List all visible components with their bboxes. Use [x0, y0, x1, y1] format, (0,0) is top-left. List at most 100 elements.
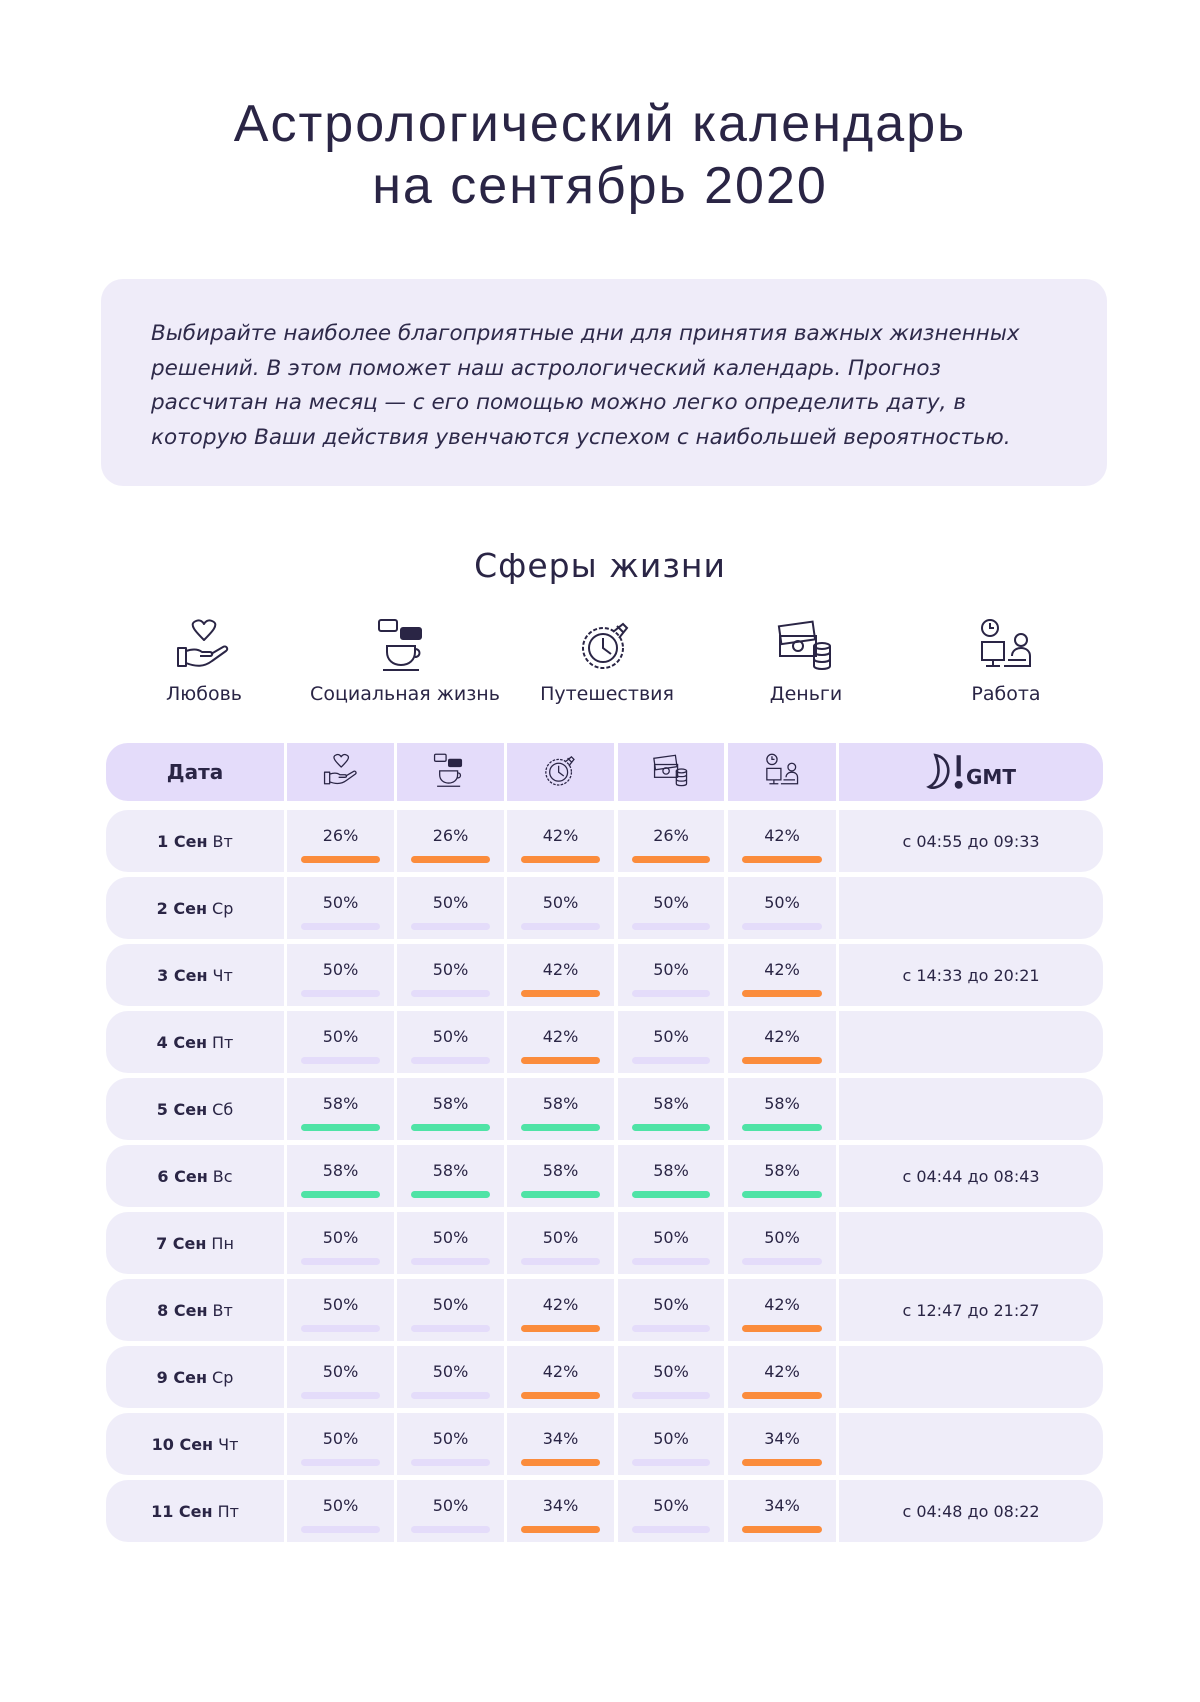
- percent: 50%: [432, 1295, 469, 1314]
- sphere-label: Социальная жизнь: [310, 683, 500, 705]
- percent: 58%: [432, 1094, 469, 1113]
- status-bar: [742, 1124, 822, 1131]
- date-cell: 2 Сен Ср: [106, 877, 284, 939]
- icon-svg: [777, 620, 831, 670]
- percent: 58%: [653, 1094, 689, 1113]
- value-cell: 34%: [728, 1480, 836, 1542]
- status-bar: [301, 1191, 380, 1198]
- value-cell: 50%: [287, 877, 394, 939]
- status-bar: [632, 856, 710, 863]
- status-bar: [301, 923, 380, 930]
- title-line: на сентябрь 2020: [372, 157, 828, 215]
- value-cell: 50%: [728, 1212, 836, 1274]
- weekday: Пт: [217, 1501, 239, 1521]
- date-cell: 11 Сен Пт: [106, 1480, 284, 1542]
- status-bar: [632, 1191, 710, 1198]
- percent: 58%: [542, 1161, 579, 1180]
- status-bar: [521, 1392, 600, 1399]
- weekday: Вс: [212, 1166, 233, 1186]
- value-cell: 50%: [618, 1480, 724, 1542]
- status-bar: [411, 1526, 490, 1533]
- icon: [375, 618, 435, 674]
- moon-icon: [926, 751, 966, 794]
- moon-time-cell: с 04:48 до 08:22: [839, 1480, 1103, 1542]
- percent: 50%: [653, 893, 689, 912]
- date-cell: 4 Сен Пт: [106, 1011, 284, 1073]
- value-cell: 26%: [397, 810, 504, 872]
- intro-text: Выбирайте наиболее благоприятные дни для…: [101, 279, 1107, 486]
- icon-svg: [582, 623, 628, 669]
- status-bar: [411, 856, 490, 863]
- status-bar: [301, 1459, 380, 1466]
- percent: 50%: [432, 893, 469, 912]
- status-bar: [632, 1124, 710, 1131]
- day: 2 Сен: [156, 898, 208, 918]
- title-line: Астрологический календарь: [233, 95, 967, 153]
- value-cell: 58%: [618, 1078, 724, 1140]
- value-cell: 50%: [507, 877, 614, 939]
- status-bar: [301, 856, 380, 863]
- percent: 50%: [322, 1027, 359, 1046]
- value-cell: 42%: [728, 944, 836, 1006]
- status-bar: [411, 923, 490, 930]
- percent: 58%: [764, 1161, 800, 1180]
- status-bar: [742, 1392, 822, 1399]
- percent: 26%: [322, 826, 359, 845]
- moon-time-cell: с 04:44 до 08:43: [839, 1145, 1103, 1207]
- status-bar: [301, 1526, 380, 1533]
- percent: 50%: [653, 1429, 689, 1448]
- status-bar: [632, 1057, 710, 1064]
- value-cell: 34%: [728, 1413, 836, 1475]
- header-icon-cell: [618, 743, 724, 801]
- value-cell: 50%: [287, 1279, 394, 1341]
- date-cell: 7 Сен Пн: [106, 1212, 284, 1274]
- status-bar: [521, 923, 600, 930]
- status-bar: [411, 1124, 490, 1131]
- icon-svg: [323, 753, 357, 785]
- moon-time-cell: с 04:55 до 09:33: [839, 810, 1103, 872]
- status-bar: [301, 1258, 380, 1265]
- percent: 42%: [542, 1362, 579, 1381]
- date-cell: 6 Сен Вс: [106, 1145, 284, 1207]
- weekday: Ср: [212, 1367, 234, 1387]
- value-cell: 50%: [618, 944, 724, 1006]
- value-cell: 50%: [618, 1346, 724, 1408]
- percent: 58%: [764, 1094, 800, 1113]
- gmt-header: GMT: [839, 743, 1103, 801]
- percent: 50%: [653, 1362, 689, 1381]
- value-cell: 50%: [618, 1413, 724, 1475]
- moon-time-cell: [839, 1346, 1103, 1408]
- status-bar: [411, 1392, 490, 1399]
- percent: 50%: [322, 1496, 359, 1515]
- value-cell: 58%: [728, 1078, 836, 1140]
- value-cell: 42%: [507, 810, 614, 872]
- percent: 42%: [542, 1027, 579, 1046]
- percent: 50%: [653, 960, 689, 979]
- status-bar: [521, 1124, 600, 1131]
- percent: 50%: [322, 960, 359, 979]
- percent: 50%: [542, 1228, 579, 1247]
- value-cell: 50%: [287, 1212, 394, 1274]
- icon-svg: [378, 619, 422, 671]
- icon: [763, 753, 801, 789]
- value-cell: 34%: [507, 1413, 614, 1475]
- status-bar: [301, 1124, 380, 1131]
- percent: 50%: [432, 1429, 469, 1448]
- percent: 50%: [432, 1362, 469, 1381]
- percent: 42%: [764, 1362, 800, 1381]
- spheres-title: Сферы жизни: [474, 546, 726, 585]
- value-cell: 50%: [397, 1212, 504, 1274]
- status-bar: [742, 923, 822, 930]
- value-cell: 42%: [728, 1279, 836, 1341]
- moon-time-cell: с 14:33 до 20:21: [839, 944, 1103, 1006]
- percent: 26%: [653, 826, 689, 845]
- value-cell: 50%: [287, 1011, 394, 1073]
- date-header: Дата: [106, 743, 284, 801]
- value-cell: 58%: [287, 1145, 394, 1207]
- percent: 50%: [432, 1228, 469, 1247]
- moon-time-cell: с 12:47 до 21:27: [839, 1279, 1103, 1341]
- status-bar: [521, 1191, 600, 1198]
- status-bar: [521, 1258, 600, 1265]
- percent: 58%: [432, 1161, 469, 1180]
